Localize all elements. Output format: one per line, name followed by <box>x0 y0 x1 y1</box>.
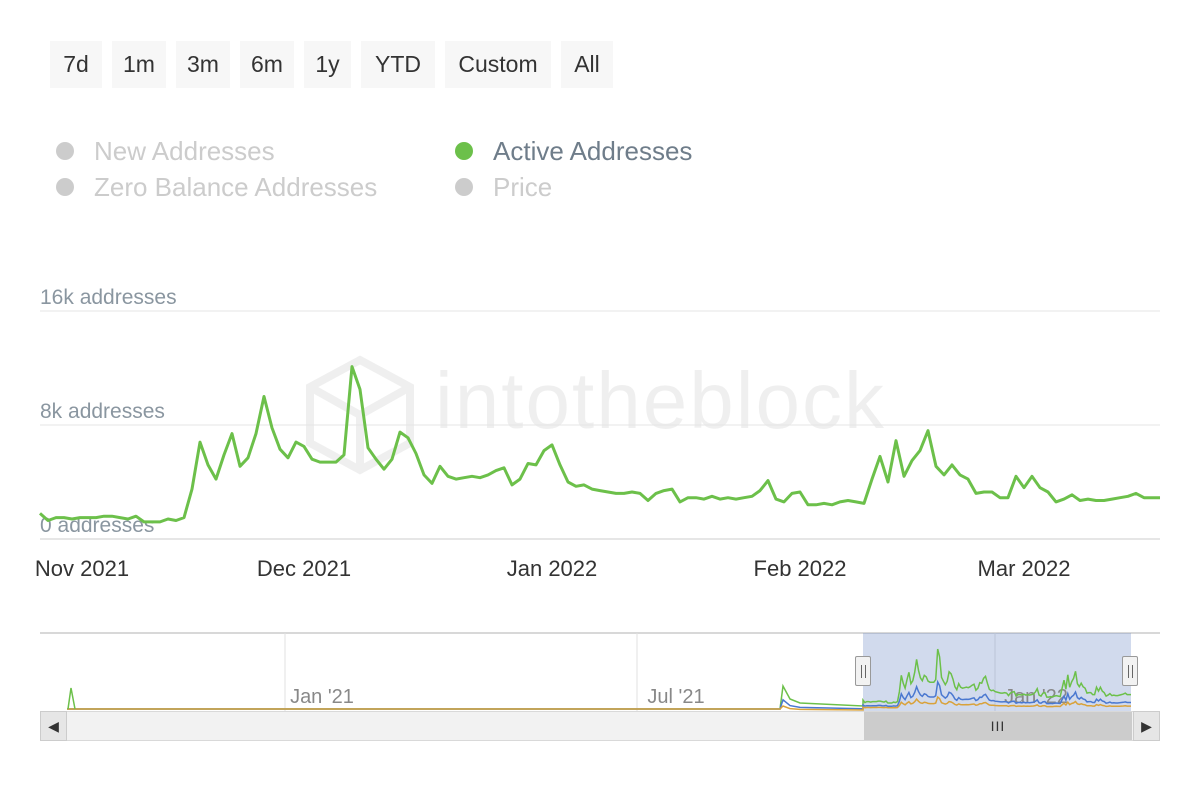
range-button-1m[interactable]: 1m <box>112 41 166 88</box>
legend-dot-icon <box>455 178 473 197</box>
navigator-left-handle[interactable] <box>855 656 871 686</box>
legend-dot-icon <box>56 142 74 161</box>
navigator-series-spike <box>67 687 76 710</box>
legend-label: Zero Balance Addresses <box>94 172 378 202</box>
navigator-series-blue <box>67 679 1131 710</box>
x-tick-label: Nov 2021 <box>35 556 129 581</box>
range-button-custom[interactable]: Custom <box>445 41 551 88</box>
legend-price[interactable]: Price <box>455 172 552 202</box>
navigator-selection <box>863 633 1131 711</box>
legend-label: Price <box>493 172 553 202</box>
navigator-tick-label: Jul '21 <box>647 686 704 708</box>
navigator-series-orange <box>67 695 1131 711</box>
range-button-1y[interactable]: 1y <box>304 41 351 88</box>
y-tick-label: 16k addresses <box>40 286 177 309</box>
legend-zero-balance-addresses[interactable]: Zero Balance Addresses <box>56 172 377 202</box>
range-button-7d[interactable]: 7d <box>50 41 102 88</box>
scroll-left-arrow-icon[interactable]: ◀ <box>40 711 67 741</box>
navigator-right-handle[interactable] <box>1122 656 1138 686</box>
legend-label: New Addresses <box>94 136 275 166</box>
legend-dot-icon <box>56 178 74 197</box>
legend-active-addresses[interactable]: Active Addresses <box>455 136 692 166</box>
x-tick-label: Mar 2022 <box>978 556 1071 581</box>
range-button-ytd[interactable]: YTD <box>361 41 435 88</box>
x-tick-label: Dec 2021 <box>257 556 351 581</box>
legend-label: Active Addresses <box>493 136 693 166</box>
y-tick-label: 8k addresses <box>40 400 165 423</box>
range-button-6m[interactable]: 6m <box>240 41 294 88</box>
navigator-series-green <box>67 648 1131 710</box>
navigator-tick-label: Jan '21 <box>290 686 354 708</box>
range-button-3m[interactable]: 3m <box>176 41 230 88</box>
series-line-active-addresses <box>39 365 1160 524</box>
scrollbar-thumb[interactable]: III <box>864 712 1132 740</box>
x-tick-label: Feb 2022 <box>754 556 847 581</box>
x-tick-label: Jan 2022 <box>507 556 598 581</box>
range-selector: 7d 1m 3m 6m 1y YTD Custom All <box>50 41 623 88</box>
legend-dot-icon <box>455 142 473 161</box>
range-button-all[interactable]: All <box>561 41 613 88</box>
scroll-right-arrow-icon[interactable]: ▶ <box>1133 711 1160 741</box>
legend-new-addresses[interactable]: New Addresses <box>56 136 275 166</box>
